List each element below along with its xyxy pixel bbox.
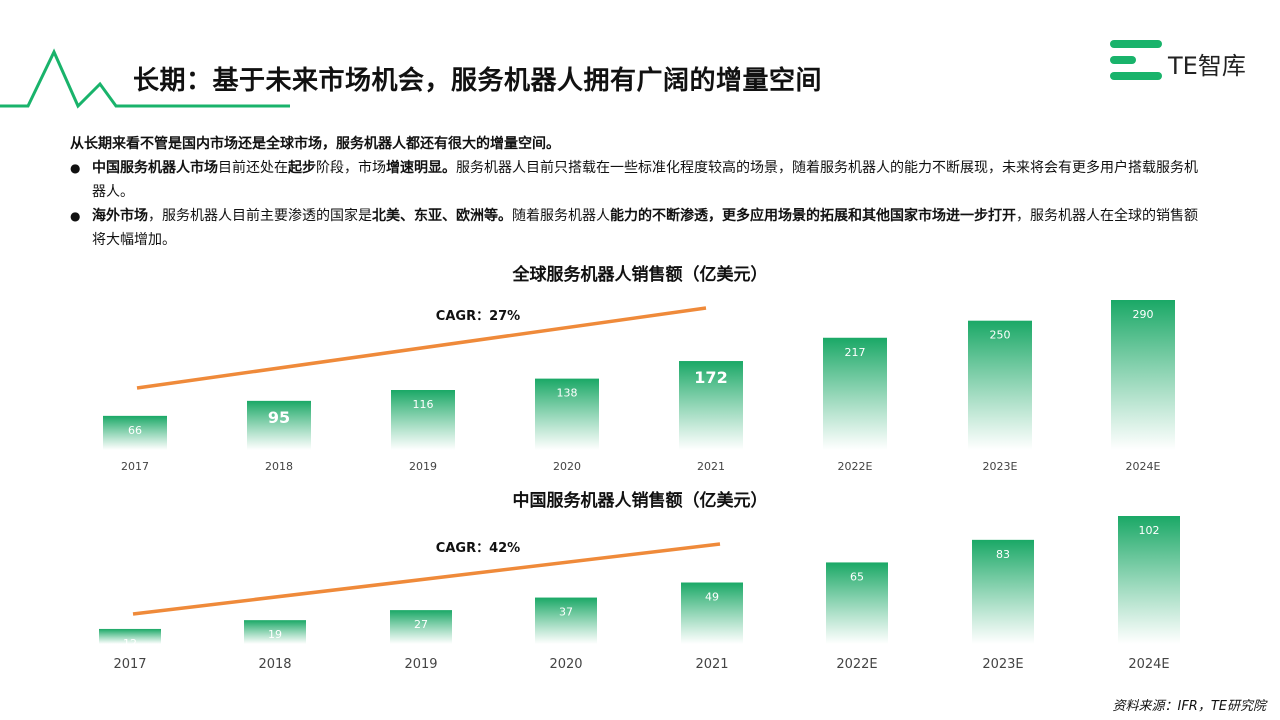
tick-label-2019: 2019 <box>409 460 437 473</box>
data-label-2019: 27 <box>414 618 428 631</box>
data-label-2021: 49 <box>705 591 719 604</box>
bar-2024E <box>1118 516 1180 644</box>
data-label-2020: 138 <box>557 387 578 400</box>
data-label-2022E: 217 <box>845 346 866 359</box>
tick-label-2021: 2021 <box>695 657 728 672</box>
bar-2022E <box>823 337 887 450</box>
bar-2023E <box>968 320 1032 450</box>
tick-label-2023E: 2023E <box>983 460 1018 473</box>
page-title: 长期：基于未来市场机会，服务机器人拥有广阔的增量空间 <box>133 66 823 96</box>
data-label-2023E: 250 <box>990 329 1011 342</box>
bullet2-part5: 能力的不断渗透，更多应用场景的拓展和其他国家市场进一步打开 <box>610 208 1016 224</box>
data-label-2024E: 102 <box>1139 524 1160 537</box>
bar-2018 <box>247 400 311 450</box>
bar-2024E <box>1111 300 1175 450</box>
bullet1-part4: 阶段，市场 <box>316 160 386 176</box>
tick-label-2021: 2021 <box>697 460 725 473</box>
tick-label-2019: 2019 <box>404 657 437 672</box>
logo-text: TE智库 <box>1168 52 1246 80</box>
bar-2019 <box>390 610 452 644</box>
bullet1-part2: 目前还处在 <box>218 160 288 176</box>
chart-title: 全球服务机器人销售额（亿美元） <box>512 264 768 285</box>
bar-2021 <box>679 361 743 450</box>
tick-label-2017: 2017 <box>121 460 149 473</box>
bar-2023E <box>972 539 1034 644</box>
tick-label-2020: 2020 <box>553 460 581 473</box>
bullet2-part3: 北美、东亚、欧洲等。 <box>372 208 512 224</box>
bullet1-part1: 中国服务机器人市场 <box>92 160 218 176</box>
chart-china-svg: 中国服务机器人销售额（亿美元） 12 2017 19 2018 27 2019 37 2020 4… <box>99 490 1180 672</box>
bar-2022E <box>826 562 888 644</box>
data-label-2021: 172 <box>694 368 727 387</box>
bar-2017 <box>99 628 161 644</box>
bullet1-part6: 服务机器人目前只搭载在一些标准化程度较高的场景，随着服务机器人的能力不断展现，未… <box>92 160 1198 200</box>
bar-2019 <box>391 390 455 450</box>
data-label-2020: 37 <box>559 606 573 619</box>
bar-2020 <box>535 597 597 644</box>
data-label-2023E: 83 <box>996 548 1010 561</box>
data-label-2022E: 65 <box>850 570 864 583</box>
chart-global-svg: 全球服务机器人销售额（亿美元） 66 2017 95 2018 116 2019 138 202… <box>103 264 1175 473</box>
chart-title: 中国服务机器人销售额（亿美元） <box>513 490 768 511</box>
te-logo <box>1110 40 1162 80</box>
bar-2020 <box>535 378 599 450</box>
body-text: 从长期来看不管是国内市场还是全球市场，服务机器人都还有很大的增量空间。 中国服务… <box>70 132 1210 252</box>
bullet-overseas-market: 海外市场，服务机器人目前主要渗透的国家是北美、东亚、欧洲等。随着服务机器人能力的… <box>70 204 1210 252</box>
bullet2-part1: 海外市场 <box>92 208 148 224</box>
bullet2-part6: ，服务机器人在全球的销售额将大幅增加。 <box>92 208 1198 248</box>
bullet2-part4: 随着服务机器人 <box>512 208 610 224</box>
bullet-china-market: 中国服务机器人市场目前还处在起步阶段，市场增速明显。服务机器人目前只搭载在一些标… <box>70 156 1210 204</box>
source-note: 资料来源：IFR，TE研究院 <box>1112 699 1267 714</box>
cagr-annotation: CAGR：27% <box>436 309 520 324</box>
data-label-2017: 12 <box>123 637 137 650</box>
tick-label-2020: 2020 <box>549 657 582 672</box>
data-label-2018: 19 <box>268 628 282 641</box>
data-label-2017: 66 <box>128 424 142 437</box>
cagr-trend-line <box>136 306 707 390</box>
data-label-2024E: 290 <box>1133 308 1154 321</box>
cagr-trend-line <box>132 542 721 616</box>
lead-paragraph: 从长期来看不管是国内市场还是全球市场，服务机器人都还有很大的增量空间。 <box>70 136 560 152</box>
bullet1-part3: 起步 <box>288 160 316 176</box>
bar-2021 <box>681 582 743 644</box>
tick-label-2024E: 2024E <box>1128 657 1169 672</box>
data-label-2019: 116 <box>413 398 434 411</box>
bullet1-part5: 增速明显。 <box>386 160 456 176</box>
pulse-line-decoration <box>0 48 290 109</box>
bullet2-part2: ，服务机器人目前主要渗透的国家是 <box>148 208 372 224</box>
cagr-annotation: CAGR：42% <box>436 541 520 556</box>
tick-label-2022E: 2022E <box>836 657 877 672</box>
bar-2018 <box>244 620 306 644</box>
chart-global: 全球服务机器人销售额（亿美元） 66 2017 95 2018 116 2019 138 202… <box>0 258 1280 478</box>
tick-label-2018: 2018 <box>258 657 291 672</box>
tick-label-2022E: 2022E <box>838 460 873 473</box>
chart-china: 中国服务机器人销售额（亿美元） 12 2017 19 2018 27 2019 37 2020 4… <box>0 484 1280 684</box>
tick-label-2023E: 2023E <box>982 657 1023 672</box>
tick-label-2024E: 2024E <box>1126 460 1161 473</box>
data-label-2018: 95 <box>268 408 290 427</box>
bar-2017 <box>103 415 167 450</box>
tick-label-2018: 2018 <box>265 460 293 473</box>
tick-label-2017: 2017 <box>113 657 146 672</box>
